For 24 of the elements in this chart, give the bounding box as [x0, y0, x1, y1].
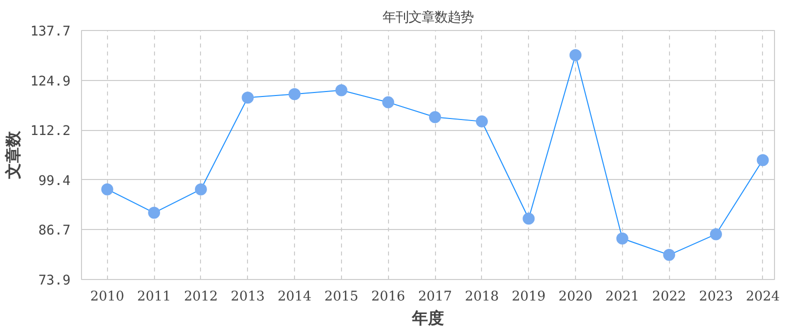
x-tick-label: 2020	[558, 290, 592, 304]
y-tick-label: 73.9	[38, 274, 71, 288]
chart-title: 年刊文章数趋势	[382, 10, 474, 26]
y-tick-label: 124.9	[30, 74, 71, 90]
x-tick-label: 2024	[746, 290, 780, 304]
y-axis-title: 文章数	[3, 130, 22, 180]
x-tick-label: 2014	[278, 290, 312, 304]
x-axis-title: 年度	[411, 308, 444, 328]
x-tick-label: 2016	[371, 290, 406, 304]
y-tick-label: 137.7	[30, 24, 71, 40]
x-tick-label: 2021	[605, 290, 640, 304]
x-tick-label: 2023	[699, 290, 733, 304]
x-tick-label: 2022	[652, 290, 686, 304]
x-tick-label: 2011	[137, 290, 172, 304]
x-tick-label: 2015	[324, 290, 358, 304]
x-tick-label: 2017	[418, 290, 452, 304]
y-tick-label: 86.7	[38, 224, 71, 239]
x-tick-label: 2010	[90, 290, 124, 304]
x-tick-label: 2012	[184, 290, 218, 304]
x-tick-label: 2013	[230, 290, 265, 304]
x-tick-label: 2019	[512, 290, 546, 304]
y-tick-label: 112.2	[30, 124, 71, 140]
x-tick-label: 2018	[464, 290, 499, 304]
y-tick-label: 99.4	[38, 174, 71, 189]
